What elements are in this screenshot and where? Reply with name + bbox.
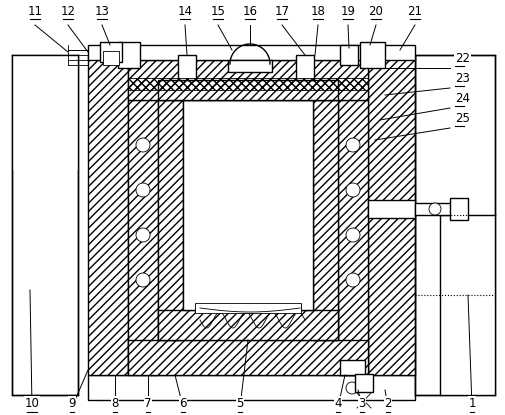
Text: 6: 6 — [179, 397, 186, 410]
Bar — [367, 200, 414, 218]
Bar — [449, 198, 467, 220]
Text: 18: 18 — [310, 5, 325, 18]
Bar — [367, 55, 414, 375]
Text: 8: 8 — [111, 397, 119, 410]
Circle shape — [136, 273, 149, 287]
Text: 17: 17 — [274, 5, 289, 18]
Bar — [128, 100, 158, 375]
Text: 15: 15 — [210, 5, 225, 18]
Text: 9: 9 — [68, 397, 76, 410]
Bar — [359, 42, 384, 68]
Text: 1: 1 — [467, 397, 475, 410]
Bar — [414, 203, 459, 215]
Text: 11: 11 — [27, 5, 42, 18]
Bar — [355, 374, 372, 392]
Circle shape — [136, 228, 149, 242]
Bar — [439, 215, 494, 395]
Circle shape — [345, 273, 359, 287]
Text: 24: 24 — [454, 92, 469, 105]
Bar — [88, 375, 414, 400]
Bar — [158, 100, 183, 340]
Text: 21: 21 — [407, 5, 422, 18]
Bar — [158, 80, 337, 100]
Circle shape — [345, 138, 359, 152]
Circle shape — [345, 382, 358, 394]
Bar — [414, 55, 494, 395]
Bar — [295, 55, 314, 80]
Bar — [228, 60, 272, 72]
Text: 25: 25 — [454, 112, 469, 125]
Bar — [158, 310, 337, 340]
Bar — [88, 375, 414, 400]
Bar — [337, 100, 367, 375]
Bar — [367, 200, 414, 218]
Bar — [118, 42, 140, 68]
Circle shape — [136, 138, 149, 152]
Circle shape — [428, 203, 440, 215]
Bar — [339, 45, 358, 65]
Text: 16: 16 — [242, 5, 257, 18]
Circle shape — [136, 183, 149, 197]
Text: 5: 5 — [236, 397, 243, 410]
Text: 10: 10 — [25, 397, 39, 410]
Text: 7: 7 — [144, 397, 152, 410]
Bar — [12, 55, 78, 395]
Text: 22: 22 — [454, 52, 469, 65]
Bar — [12, 55, 78, 170]
Bar — [339, 360, 364, 375]
Bar — [194, 304, 300, 312]
Bar — [100, 42, 122, 62]
Circle shape — [345, 183, 359, 197]
Text: 4: 4 — [334, 397, 341, 410]
Text: 13: 13 — [94, 5, 109, 18]
Bar — [128, 340, 367, 375]
Bar — [194, 303, 300, 313]
Text: 2: 2 — [383, 397, 391, 410]
Text: 23: 23 — [454, 72, 469, 85]
Bar — [183, 100, 313, 310]
Text: 12: 12 — [61, 5, 75, 18]
Text: 3: 3 — [358, 397, 365, 410]
Bar — [103, 51, 119, 65]
Text: 20: 20 — [368, 5, 383, 18]
Bar — [88, 55, 128, 375]
Bar — [414, 55, 494, 395]
Bar — [88, 45, 414, 60]
Circle shape — [345, 228, 359, 242]
Bar — [178, 55, 195, 80]
Text: 19: 19 — [340, 5, 355, 18]
Text: 14: 14 — [177, 5, 192, 18]
Bar — [128, 60, 367, 100]
Bar — [313, 100, 337, 340]
Bar — [128, 78, 367, 90]
Bar — [12, 55, 78, 395]
Bar — [88, 45, 414, 60]
Bar — [414, 215, 494, 295]
